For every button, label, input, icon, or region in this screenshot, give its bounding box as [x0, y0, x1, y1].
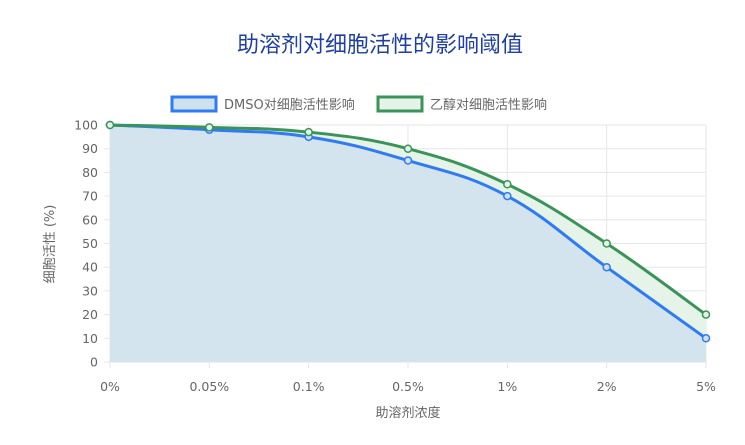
x-tick-label: 0.05% — [189, 379, 229, 394]
y-axis-ticks: 0 10 20 30 40 50 60 70 80 90 100 — [74, 118, 98, 370]
x-tick-label: 0% — [100, 379, 120, 394]
area-fills — [110, 125, 706, 362]
y-tick-label: 70 — [82, 189, 98, 204]
y-tick-label: 60 — [82, 212, 98, 227]
series-area — [110, 125, 706, 362]
y-axis-title: 细胞活性 (%) — [43, 205, 58, 284]
data-point[interactable] — [602, 239, 611, 248]
x-tick-label: 2% — [597, 379, 617, 394]
data-point[interactable] — [602, 262, 611, 272]
x-tick-label: 5% — [696, 379, 716, 394]
y-tick-label: 50 — [82, 236, 98, 251]
y-tick-label: 10 — [82, 331, 98, 346]
chart-title: 助溶剂对细胞活性的影响阈值 — [237, 33, 523, 58]
x-tick-label: 0.5% — [392, 379, 424, 394]
legend-item[interactable]: DMSO对细胞活性影响 — [170, 95, 355, 113]
data-point[interactable] — [105, 120, 115, 130]
y-tick-label: 20 — [82, 307, 98, 322]
data-point[interactable] — [701, 334, 711, 343]
y-tick-label: 90 — [82, 141, 98, 156]
y-tick-label: 80 — [82, 165, 98, 180]
x-axis-ticks: 0% 0.05% 0.1% 0.5% 1% 2% 5% — [100, 379, 716, 394]
x-tick-label: 0.1% — [293, 379, 325, 394]
data-point[interactable] — [304, 127, 313, 137]
data-point[interactable] — [403, 156, 413, 165]
legend[interactable]: DMSO对细胞活性影响 乙醇对细胞活性影响 — [170, 95, 547, 113]
y-tick-label: 0 — [90, 355, 98, 370]
data-point[interactable] — [503, 180, 512, 189]
data-point[interactable] — [701, 310, 711, 319]
legend-item[interactable]: 乙醇对细胞活性影响 — [376, 95, 547, 113]
data-point[interactable] — [205, 123, 214, 132]
x-axis-title: 助溶剂浓度 — [375, 405, 440, 421]
y-tick-label: 100 — [74, 118, 98, 133]
data-point[interactable] — [503, 191, 512, 201]
x-tick-label: 1% — [497, 379, 517, 394]
legend-label: 乙醇对细胞活性影响 — [430, 97, 547, 113]
legend-swatch — [170, 95, 218, 113]
data-points[interactable] — [105, 120, 711, 343]
legend-label: DMSO对细胞活性影响 — [224, 97, 355, 113]
legend-swatch — [376, 95, 424, 113]
data-point[interactable] — [403, 144, 413, 153]
y-tick-label: 40 — [82, 260, 98, 275]
y-tick-label: 30 — [82, 283, 98, 298]
